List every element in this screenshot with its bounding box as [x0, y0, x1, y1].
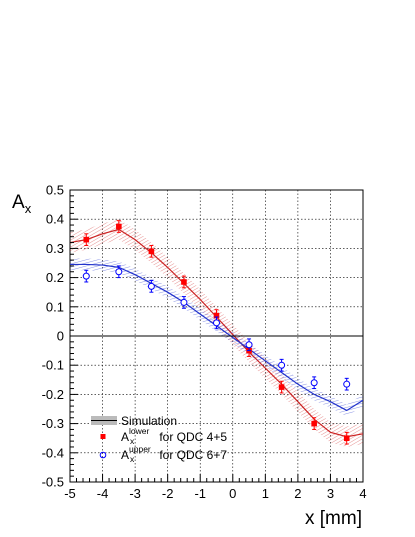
data-point-lower [278, 384, 285, 390]
y-tick-label: 0.1 [46, 299, 64, 314]
data-point-lower [181, 279, 187, 285]
legend-lower-sup: lower [129, 426, 149, 436]
y-axis-title-sub: x [25, 201, 32, 216]
y-tick-label: 0.5 [46, 183, 64, 198]
y-tick-label: 0.3 [46, 241, 64, 256]
y-tick-label: 0.4 [46, 212, 64, 227]
legend-upper-sub: x [130, 454, 135, 464]
legend-upper-label: Aupper x for QDC 6+7 [121, 444, 227, 464]
x-tick-label: 1 [262, 486, 269, 501]
simulation-curve [70, 228, 363, 438]
x-tick-label: 4 [359, 486, 366, 501]
x-tick-label: -4 [97, 486, 109, 501]
simulation-curve [70, 263, 363, 412]
data-point-lower [83, 236, 90, 243]
data-point-upper [82, 272, 90, 280]
legend-simulation-label: Simulation [121, 414, 177, 428]
legend-lower-sub: x [130, 436, 135, 446]
y-axis-title: Ax [12, 192, 32, 216]
legend: Simulation Alower x for QDC 4+5 Aupper x f… [91, 414, 227, 464]
axis-ticks [69, 189, 364, 483]
data-point-upper [343, 380, 351, 388]
legend-lower-marker [100, 434, 106, 439]
x-tick-label: -3 [129, 486, 141, 501]
y-tick-label: -0.4 [42, 445, 64, 460]
y-tick-label: -0.5 [42, 475, 64, 490]
data-point-upper [115, 268, 123, 276]
simulation-bands [70, 219, 363, 447]
legend-upper-rest: for QDC 6+7 [156, 448, 227, 462]
data-point-upper [245, 341, 253, 349]
legend-upper-marker [99, 451, 107, 459]
legend-upper-main: A [121, 448, 129, 462]
data-point-upper [147, 282, 155, 290]
x-tick-label: -2 [162, 486, 174, 501]
data-point-upper [213, 319, 220, 327]
data-point-lower [343, 435, 350, 441]
data-point-upper [180, 298, 188, 306]
data-point-upper [278, 361, 286, 369]
data-point-upper [310, 379, 318, 387]
data-point-lower [116, 223, 122, 230]
x-axis-title: x [mm] [305, 508, 362, 529]
x-tick-label: -5 [64, 486, 76, 501]
y-tick-label: 0 [57, 329, 64, 344]
x-tick-label: 0 [229, 486, 236, 501]
x-tick-label: 2 [294, 486, 301, 501]
legend-lower-main: A [121, 430, 129, 444]
legend-lower-rest: for QDC 4+5 [156, 430, 227, 444]
data-point-lower [213, 312, 220, 319]
data-point-lower [311, 420, 317, 427]
y-tick-label: 0.2 [46, 270, 64, 285]
data-points [82, 220, 351, 445]
y-tick-label: -0.1 [42, 358, 64, 373]
legend-upper-sup: upper [129, 444, 151, 454]
y-tick-label: -0.2 [42, 387, 64, 402]
simulation-band [70, 258, 363, 417]
y-axis-title-main: A [12, 192, 25, 213]
x-tick-label: -1 [194, 486, 206, 501]
x-tick-label: 3 [327, 486, 334, 501]
simulation-band [70, 219, 363, 447]
data-point-lower [148, 248, 155, 255]
legend-lower-label: Alower x for QDC 4+5 [121, 426, 227, 446]
tick-labels: -5 -4 -3 -2 -1 0 1 2 3 4 -0.5 -0.4 -0.3 -0.2 -0.1 0 0.1 0… [42, 183, 367, 502]
y-tick-label: -0.3 [42, 416, 64, 431]
